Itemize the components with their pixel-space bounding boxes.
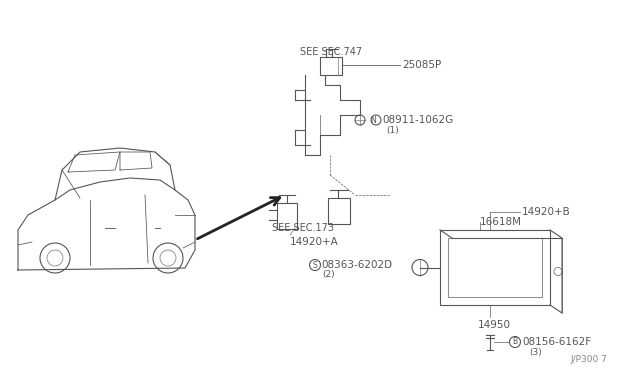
Bar	[328, 198, 350, 224]
Text: N: N	[370, 115, 376, 125]
Text: J/P300 7: J/P300 7	[570, 356, 607, 365]
Text: (2): (2)	[323, 270, 335, 279]
Text: 08156-6162F: 08156-6162F	[522, 337, 591, 347]
Text: B: B	[513, 337, 518, 346]
Text: 14920+B: 14920+B	[522, 207, 571, 217]
Text: 16618M: 16618M	[480, 217, 522, 227]
Text: 25085P: 25085P	[402, 60, 441, 70]
Bar	[320, 57, 342, 75]
Text: S: S	[312, 260, 317, 269]
Bar	[448, 238, 542, 297]
Bar	[277, 203, 297, 229]
Text: 14920+A: 14920+A	[290, 237, 339, 247]
Text: 08363-6202D: 08363-6202D	[321, 260, 392, 270]
Bar	[440, 230, 550, 305]
Text: (3): (3)	[530, 347, 542, 356]
Text: 08911-1062G: 08911-1062G	[382, 115, 453, 125]
Text: (1): (1)	[387, 125, 399, 135]
Text: SEE SEC.747: SEE SEC.747	[300, 47, 362, 57]
Text: SEE SEC.173: SEE SEC.173	[272, 223, 334, 233]
Text: 14950: 14950	[478, 320, 511, 330]
